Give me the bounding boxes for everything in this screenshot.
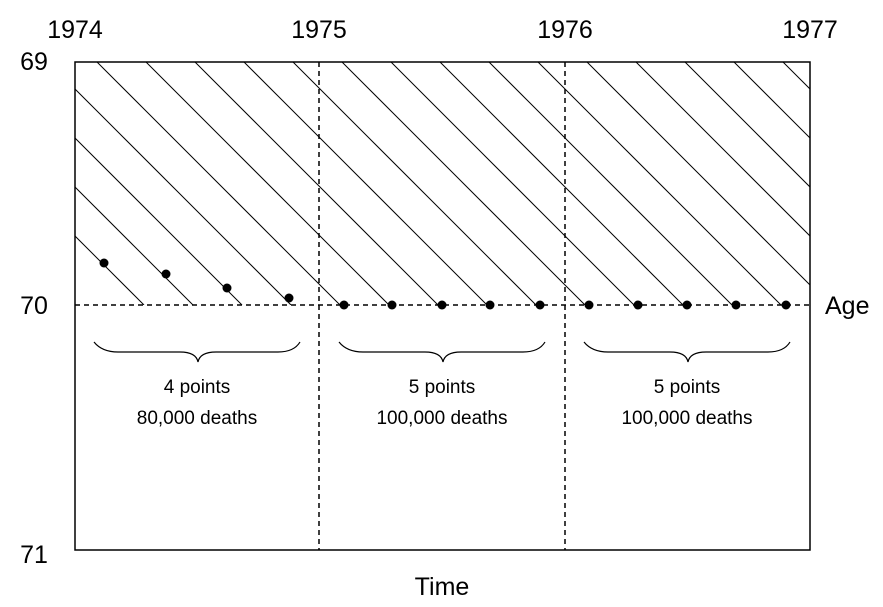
death-point <box>99 258 109 268</box>
death-point <box>535 300 545 310</box>
brace-1975 <box>338 341 546 363</box>
lifeline <box>733 62 810 139</box>
death-point <box>584 300 594 310</box>
lifeline <box>782 62 810 90</box>
lifeline <box>145 62 390 305</box>
lifeline <box>243 62 488 305</box>
death-point <box>781 300 791 310</box>
lifeline <box>194 62 439 305</box>
brace-1974 <box>93 341 301 363</box>
lifeline <box>684 62 810 188</box>
lifeline <box>75 137 243 305</box>
lifeline <box>75 88 292 305</box>
lifeline <box>75 235 145 305</box>
year-label-1974: 1974 <box>47 16 103 44</box>
lifeline <box>635 62 810 237</box>
year-label-1977: 1977 <box>782 16 838 44</box>
lifeline <box>75 186 194 305</box>
diagram-frame <box>74 61 811 551</box>
death-point <box>633 300 643 310</box>
death-point <box>387 300 397 310</box>
age-label-70: 70 <box>20 292 48 320</box>
group-1974-points: 4 points <box>164 377 231 398</box>
y-axis-title: Age <box>825 292 869 320</box>
death-point <box>339 300 349 310</box>
death-point <box>284 293 294 303</box>
group-1976-deaths: 100,000 deaths <box>621 408 752 429</box>
group-1975-points: 5 points <box>409 377 476 398</box>
x-axis-title: Time <box>415 573 470 601</box>
age-label-69: 69 <box>20 48 48 76</box>
death-points <box>99 258 791 310</box>
lifeline <box>537 62 782 305</box>
lifeline <box>341 62 586 305</box>
death-point <box>731 300 741 310</box>
age-label-71: 71 <box>20 541 48 569</box>
death-point <box>222 283 232 293</box>
year-label-1976: 1976 <box>537 16 593 44</box>
lifeline <box>439 62 684 305</box>
death-point <box>485 300 495 310</box>
year-label-1975: 1975 <box>291 16 347 44</box>
group-1976-points: 5 points <box>654 377 721 398</box>
death-point <box>682 300 692 310</box>
brace-1976 <box>583 341 791 363</box>
hatched-lifelines-region <box>75 62 810 305</box>
lifeline <box>488 62 733 305</box>
group-1975-deaths: 100,000 deaths <box>376 408 507 429</box>
lifeline <box>292 62 537 305</box>
death-point <box>437 300 447 310</box>
lifeline <box>390 62 635 305</box>
death-point <box>161 269 171 279</box>
lifeline <box>586 62 810 286</box>
lifeline <box>96 62 341 305</box>
group-1974-deaths: 80,000 deaths <box>137 408 257 429</box>
